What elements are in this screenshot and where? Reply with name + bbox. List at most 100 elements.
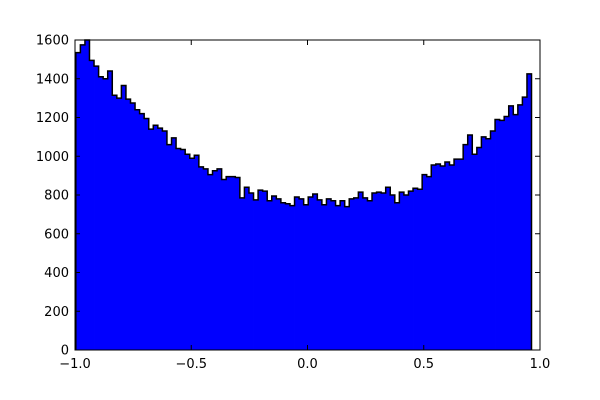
histogram-bar <box>239 197 245 350</box>
histogram-bar <box>299 198 305 351</box>
histogram-bar <box>294 196 300 350</box>
histogram-bar <box>376 192 382 350</box>
histogram-bar <box>353 197 359 350</box>
histogram-bar <box>235 177 241 350</box>
histogram-bar <box>212 170 218 350</box>
histogram-bar <box>517 104 523 350</box>
histogram-bar <box>198 166 204 350</box>
histogram-bar <box>84 40 90 350</box>
y-tick-label: 800 <box>44 189 69 204</box>
histogram-bar <box>148 129 154 351</box>
histogram-bar <box>408 191 414 351</box>
histogram-bar <box>153 125 159 350</box>
histogram-bar <box>458 159 464 350</box>
histogram-bar <box>344 206 350 351</box>
histogram-bar <box>495 119 501 350</box>
histogram-bar <box>413 188 418 350</box>
histogram-bar <box>331 200 336 350</box>
y-tick-label: 1600 <box>36 34 69 49</box>
histogram-bar <box>385 187 391 350</box>
histogram-bar <box>162 131 168 350</box>
histogram-bar <box>426 176 432 350</box>
histogram-bar <box>454 159 459 350</box>
histogram-bar <box>490 131 496 350</box>
histogram-bar <box>267 200 273 350</box>
histogram-bar <box>157 128 163 350</box>
histogram-bar <box>112 95 118 350</box>
histogram-bar <box>285 203 291 350</box>
histogram-bar <box>207 174 213 350</box>
histogram-bar <box>171 137 177 350</box>
histogram-bar <box>244 187 250 350</box>
histogram-bar <box>522 97 528 350</box>
histogram-outline <box>75 39 533 350</box>
histogram-bars <box>75 40 532 351</box>
histogram-bar <box>321 204 327 350</box>
y-tick-label: 1000 <box>36 150 69 165</box>
histogram-bar <box>166 144 172 351</box>
x-axis-ticks: −1.0 −0.5 0.0 0.5 1.0 <box>59 40 550 372</box>
y-tick-label: 600 <box>44 227 69 242</box>
histogram-bar <box>98 76 104 350</box>
histogram-bar <box>276 198 282 351</box>
histogram-bar <box>107 71 113 350</box>
histogram-bar <box>362 197 368 350</box>
histogram-bar <box>89 60 95 351</box>
histogram-bar <box>226 176 232 350</box>
histogram-bar <box>194 155 200 350</box>
histogram-bar <box>94 66 99 350</box>
histogram-bar <box>335 205 341 350</box>
x-tick-label: 0.0 <box>297 357 318 372</box>
histogram-bar <box>476 147 482 350</box>
histogram-bar <box>449 164 455 350</box>
histogram-bar <box>271 195 277 350</box>
histogram-bar <box>513 114 519 350</box>
y-axis-ticks: 0 200 400 600 800 1000 1200 1400 1600 <box>36 34 540 359</box>
y-tick-label: 200 <box>44 305 69 320</box>
histogram-bar <box>403 195 409 350</box>
histogram-bar <box>435 164 441 350</box>
histogram-bar <box>463 144 469 351</box>
histogram-bar <box>139 113 145 351</box>
histogram-bar <box>180 149 186 350</box>
histogram-bar <box>230 176 236 350</box>
histogram-bar <box>317 199 323 350</box>
histogram-bar <box>381 193 387 350</box>
x-tick-label: 1.0 <box>530 357 551 372</box>
histogram-bar <box>358 192 364 350</box>
histogram-bar <box>394 202 400 350</box>
histogram-bar <box>431 164 437 350</box>
histogram-bar <box>262 191 268 351</box>
histogram-bar <box>417 189 423 350</box>
x-tick-label: −0.5 <box>175 357 207 372</box>
y-tick-label: 400 <box>44 266 69 281</box>
histogram-bar <box>217 168 223 350</box>
histogram-bar <box>75 52 81 351</box>
histogram-bar <box>144 118 150 350</box>
histogram-bar <box>289 205 295 350</box>
histogram-bar <box>248 193 254 350</box>
y-tick-label: 1200 <box>36 111 69 126</box>
x-tick-label: −1.0 <box>59 357 91 372</box>
histogram-bar <box>349 198 355 351</box>
histogram-bar <box>308 196 314 350</box>
y-tick-label: 0 <box>61 344 69 359</box>
histogram-bar <box>499 120 505 350</box>
histogram-bar <box>185 154 191 350</box>
histogram-bar <box>121 85 127 350</box>
histogram-bar <box>340 200 346 350</box>
histogram-bar <box>481 136 487 351</box>
histogram-bar <box>176 148 182 350</box>
histogram-bar <box>326 198 332 351</box>
histogram-bar <box>312 194 318 350</box>
histogram-bar <box>221 179 227 350</box>
histogram-bar <box>472 154 478 350</box>
histogram-bar <box>504 116 510 350</box>
histogram-bar <box>280 202 286 350</box>
histogram-bar <box>422 174 428 350</box>
histogram-bar <box>390 195 396 350</box>
x-tick-label: 0.5 <box>413 357 434 372</box>
histogram-bar <box>303 204 309 350</box>
histogram-bar <box>130 102 136 350</box>
histogram-bar <box>258 190 264 350</box>
